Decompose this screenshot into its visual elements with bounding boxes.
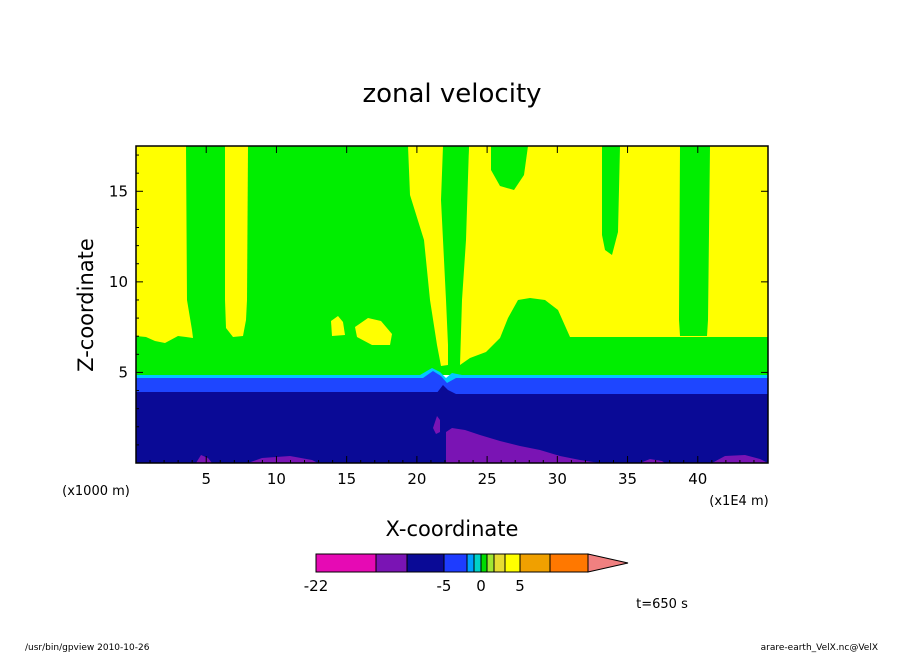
negative-finger-3 [491, 146, 528, 190]
colorbar-label: -22 [304, 577, 329, 595]
positive-region-patch-2 [355, 318, 392, 345]
y-axis-ticks: 5 10 15 [109, 154, 768, 446]
positive-region-central-right [460, 146, 768, 365]
x-axis-ticks: 5 10 15 20 25 30 35 40 [149, 146, 755, 488]
x-tick-label: 20 [407, 470, 426, 488]
x-tick-label: 40 [688, 470, 707, 488]
colorbar-segment [549, 553, 589, 573]
y-tick-label: 10 [109, 273, 128, 291]
colorbar-segment [315, 553, 377, 573]
lower-purple-spot-1 [433, 416, 440, 434]
y-tick-label: 5 [118, 363, 128, 381]
x-tick-label: 10 [267, 470, 286, 488]
positive-region-central-left [408, 146, 448, 366]
footer-left: /usr/bin/gpview 2010-10-26 [25, 643, 150, 653]
negative-finger-1 [284, 146, 297, 213]
x-unit-label: (x1E4 m) [709, 494, 768, 509]
colorbar-segment [504, 553, 521, 573]
colorbar-segment [473, 553, 482, 573]
colorbar-label: 5 [515, 577, 525, 595]
lower-purple-core [446, 428, 600, 463]
y-tick-label: 15 [109, 182, 128, 200]
colorbar-labels: -22 -5 0 5 [304, 577, 525, 595]
colorbar-label: -5 [437, 577, 452, 595]
positive-region-column [225, 146, 248, 337]
negative-finger-2 [447, 146, 469, 225]
lower-purple-spot-4 [640, 459, 665, 463]
time-label: t=650 s [636, 597, 688, 612]
colorbar-label: 0 [476, 577, 486, 595]
colorbar-segment [443, 553, 468, 573]
x-tick-label: 15 [337, 470, 356, 488]
y-axis-label: Z-coordinate [74, 238, 98, 372]
colorbar-segment [493, 553, 506, 573]
chart-title: zonal velocity [362, 79, 541, 109]
x-tick-label: 30 [548, 470, 567, 488]
positive-region-left [136, 146, 193, 343]
x-axis-label: X-coordinate [386, 517, 519, 541]
plot-frame [135, 145, 769, 464]
colorbar-segment [480, 553, 488, 573]
colorbar-overflow-arrow [587, 553, 629, 573]
x-tick-label: 25 [478, 470, 497, 488]
positive-region-patch-1 [331, 316, 345, 336]
colorbar-segment [486, 553, 495, 573]
colorbar-segment [466, 553, 475, 573]
plot-area [136, 146, 768, 463]
colorbar-segment [519, 553, 551, 573]
lower-navy-region [136, 385, 768, 463]
lower-purple-spot-3 [248, 456, 318, 463]
colorbar-segment [406, 553, 445, 573]
y-unit-label: (x1000 m) [62, 484, 130, 499]
layer-boundary [136, 392, 446, 395]
colorbar [315, 553, 629, 573]
footer-right: arare-earth_VelX.nc@VelX [761, 643, 878, 653]
layer-blue [136, 371, 768, 394]
colorbar-segment [375, 553, 408, 573]
x-tick-label: 5 [201, 470, 211, 488]
x-tick-label: 35 [618, 470, 637, 488]
lower-purple-spot-2 [196, 455, 212, 463]
